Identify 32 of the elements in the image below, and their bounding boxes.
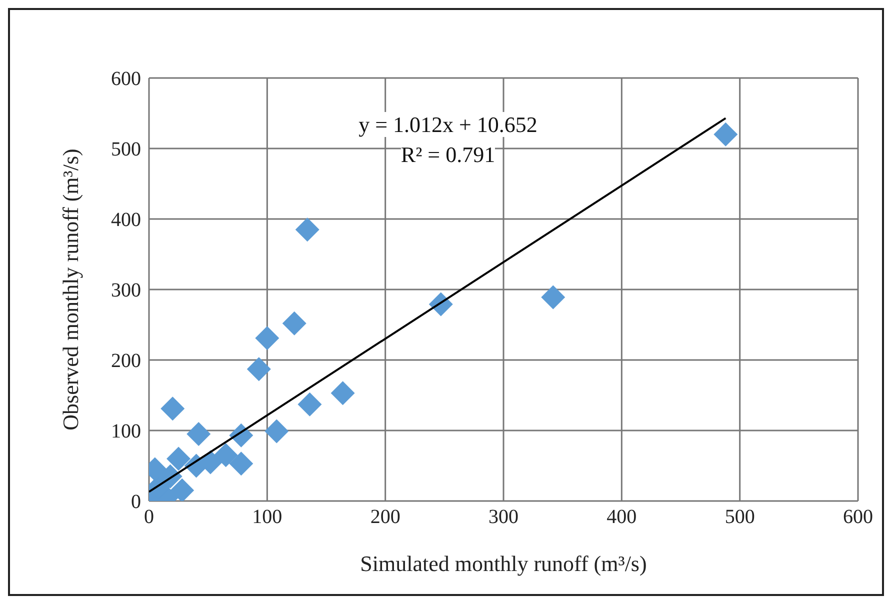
x-tick-label: 600	[843, 506, 873, 528]
point	[714, 122, 738, 146]
x-axis-title: Simulated monthly runoff (m³/s)	[360, 551, 647, 576]
point	[282, 311, 306, 336]
point	[229, 452, 254, 476]
point	[160, 396, 185, 421]
point	[186, 422, 211, 446]
point	[170, 478, 194, 501]
y-tick-label: 300	[111, 280, 141, 302]
y-tick-label: 600	[111, 68, 141, 90]
point	[214, 443, 238, 468]
point	[255, 326, 280, 350]
point	[264, 419, 289, 444]
point	[541, 285, 566, 310]
point	[295, 218, 320, 242]
point	[330, 381, 355, 406]
point	[298, 392, 322, 416]
x-tick-label: 300	[488, 506, 518, 528]
x-tick-label: 200	[370, 506, 400, 528]
y-axis-title: Observed monthly runoff (m³/s)	[58, 148, 83, 430]
y-tick-label: 400	[111, 209, 141, 232]
y-tick-label: 500	[111, 138, 141, 161]
x-tick-label: 400	[606, 506, 637, 528]
y-tick-label: 0	[131, 491, 141, 514]
y-tick-label: 100	[111, 420, 141, 443]
annotation: y = 1.012x + 10.652	[358, 112, 538, 137]
point	[166, 446, 191, 471]
y-tick-label: 200	[111, 350, 141, 372]
x-tick-label: 100	[252, 506, 282, 528]
annotation: R² = 0.791	[400, 142, 496, 167]
x-tick-label: 500	[724, 506, 755, 528]
point	[246, 357, 271, 382]
